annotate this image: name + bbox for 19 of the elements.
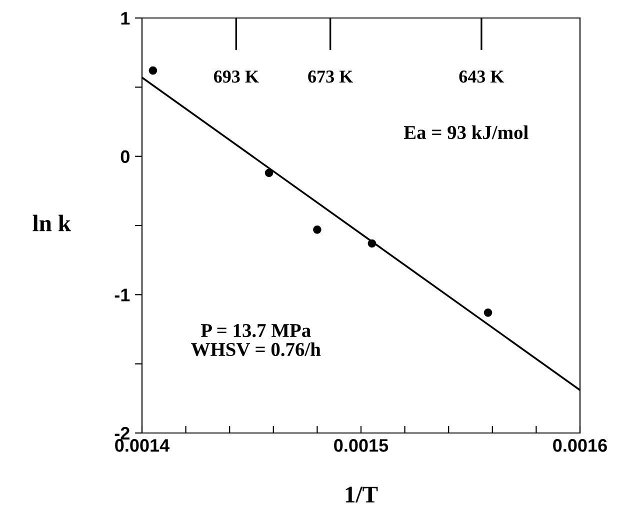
- point: [368, 239, 376, 248]
- annotation: Ea = 93 kJ/mol: [404, 125, 528, 140]
- point: [264, 168, 274, 178]
- annotation: P = 13.7 MPa WHSV = 0.76/h: [191, 324, 321, 356]
- y-tick-label: 1: [121, 12, 130, 25]
- x-axis-title: 1/T: [346, 486, 378, 503]
- point: [313, 225, 322, 234]
- ref-line-label: 643 K: [459, 70, 504, 83]
- x-tick-label: 0.0016: [553, 439, 607, 452]
- y-axis-title: ln k: [32, 214, 71, 232]
- x-tick-label: 0.0014: [115, 439, 170, 452]
- y-tick-label: 0: [120, 150, 130, 164]
- ref-line-label: 673 K: [308, 70, 354, 83]
- x-tick-label: 0.0015: [334, 439, 388, 452]
- y-tick-label: -2: [114, 426, 130, 440]
- point: [484, 308, 492, 317]
- point: [148, 66, 158, 75]
- y-tick-label: -1: [114, 288, 130, 302]
- ref-line-label: 693 K: [214, 70, 259, 83]
